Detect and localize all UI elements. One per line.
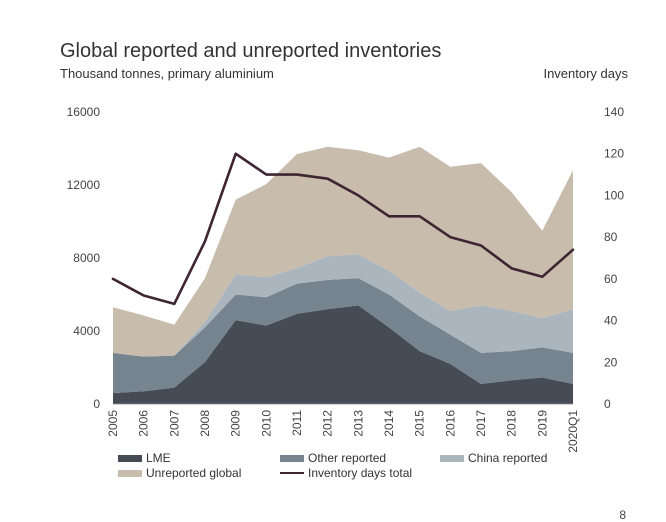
y-tick-label: 8000 bbox=[73, 251, 100, 265]
legend-swatch-lme bbox=[118, 454, 142, 462]
area-china-reported bbox=[113, 254, 573, 357]
x-tick-label: 2020Q1 bbox=[566, 410, 580, 453]
area-lme bbox=[113, 305, 573, 404]
y2-tick-label: 120 bbox=[604, 147, 624, 161]
right-axis-title: Inventory days bbox=[543, 66, 628, 81]
y2-tick-label: 20 bbox=[604, 355, 618, 369]
legend-item-unreported-global: Unreported global bbox=[118, 466, 241, 480]
x-tick-label: 2013 bbox=[351, 410, 365, 437]
y-tick-label: 16000 bbox=[67, 105, 101, 119]
legend-swatch-unreported-global bbox=[118, 469, 142, 477]
y2-tick-label: 40 bbox=[604, 314, 618, 328]
area-other-reported bbox=[113, 278, 573, 394]
area-unreported-global bbox=[113, 146, 573, 357]
y2-tick-label: 60 bbox=[604, 272, 618, 286]
x-tick-label: 2015 bbox=[413, 410, 427, 437]
x-tick-label: 2007 bbox=[167, 410, 181, 437]
y2-tick-label: 140 bbox=[604, 105, 624, 119]
x-tick-label: 2019 bbox=[535, 410, 549, 437]
y-tick-label: 0 bbox=[93, 397, 100, 411]
x-tick-label: 2011 bbox=[290, 410, 304, 436]
legend-item-other-reported: Other reported bbox=[280, 451, 386, 465]
y2-tick-label: 100 bbox=[604, 188, 624, 202]
x-tick-label: 2008 bbox=[198, 410, 212, 437]
y-tick-label: 12000 bbox=[67, 178, 101, 192]
y2-tick-label: 80 bbox=[604, 230, 618, 244]
x-tick-label: 2016 bbox=[443, 410, 457, 437]
y-tick-label: 4000 bbox=[73, 324, 100, 338]
legend-swatch-china-reported bbox=[440, 454, 464, 462]
chart-title: Global reported and unreported inventori… bbox=[60, 40, 442, 62]
legend-swatch-inventory-days bbox=[280, 472, 304, 474]
x-tick-label: 2014 bbox=[382, 410, 396, 437]
legend-item-inventory-days: Inventory days total bbox=[280, 466, 412, 480]
legend-label-unreported-global: Unreported global bbox=[146, 466, 242, 480]
x-tick-label: 2010 bbox=[259, 410, 273, 437]
x-tick-label: 2012 bbox=[321, 410, 335, 437]
legend-item-china-reported: China reported bbox=[440, 451, 547, 465]
line-inventory-days-total bbox=[111, 152, 575, 306]
x-tick-label: 2009 bbox=[229, 410, 243, 437]
x-tick-label: 2005 bbox=[106, 410, 120, 437]
legend-item-lme: LME bbox=[118, 451, 171, 465]
chart-subtitle: Thousand tonnes, primary aluminium bbox=[60, 66, 274, 81]
y2-tick-label: 0 bbox=[604, 397, 611, 411]
legend-label-china-reported: China reported bbox=[468, 451, 548, 465]
legend-swatch-other-reported bbox=[280, 454, 304, 462]
x-tick-label: 2017 bbox=[474, 410, 488, 437]
x-tick-label: 2006 bbox=[137, 410, 151, 437]
x-tick-label: 2018 bbox=[505, 410, 519, 437]
legend-label-inventory-days: Inventory days total bbox=[308, 466, 413, 480]
legend-label-lme: LME bbox=[146, 451, 171, 465]
legend-label-other-reported: Other reported bbox=[308, 451, 387, 465]
page-number: 8 bbox=[619, 508, 626, 522]
